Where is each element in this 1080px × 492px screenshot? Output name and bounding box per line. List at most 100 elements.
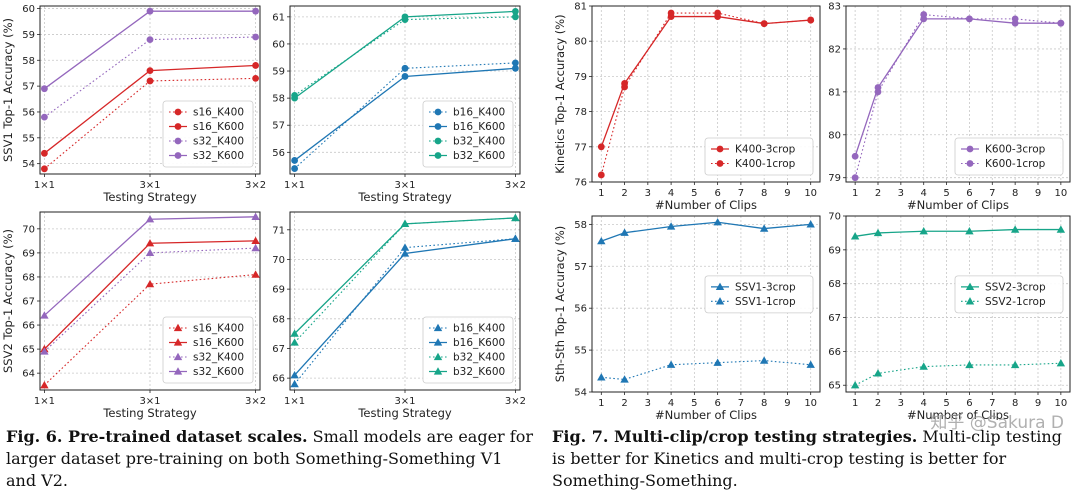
y-tick-label: 78	[574, 107, 587, 118]
y-tick-label: 66	[828, 347, 841, 358]
data-point-b32_K600	[400, 219, 410, 228]
legend-marker	[715, 282, 725, 290]
legend-label-SSV2-3crop: SSV2-3crop	[985, 281, 1046, 293]
data-point-SSV2-1crop	[1056, 359, 1066, 367]
legend-marker	[716, 160, 724, 167]
data-point-s16_K400	[251, 270, 260, 278]
legend-label-b32_K400: b32_K400	[453, 352, 505, 364]
x-axis-label: Testing Strategy	[102, 190, 197, 204]
y-tick-label: 67	[272, 344, 285, 355]
y-tick-label: 65	[828, 381, 841, 392]
legend-marker	[965, 297, 975, 305]
figure-7-caption: Fig. 7. Multi-clip/crop testing strategi…	[552, 426, 1080, 492]
legend: SSV1-3crop SSV1-1crop	[704, 275, 814, 314]
data-point-SSV1-3crop	[759, 224, 769, 232]
x-tick-label: 5	[943, 188, 949, 199]
legend-marker	[434, 137, 442, 145]
data-point-K400-1crop	[667, 9, 675, 17]
x-tick-label: 7	[738, 188, 744, 199]
legend-marker	[174, 108, 182, 116]
data-point-s16_K400	[145, 279, 155, 288]
y-tick-label: 64	[22, 369, 35, 380]
x-tick-label: 1	[598, 188, 604, 199]
data-point-b16_K600	[400, 249, 410, 257]
y-tick-label: 68	[22, 272, 35, 283]
x-tick-label: 8	[761, 398, 767, 409]
legend: K400-3crop K400-1crop	[704, 137, 814, 176]
legend-marker	[433, 367, 443, 375]
legend-marker	[433, 338, 443, 346]
series-line-K600-3crop	[854, 18, 1061, 157]
legend-label-K400-3crop: K400-3crop	[735, 144, 796, 156]
y-tick-label: 60	[272, 39, 285, 50]
legend-label-K600-1crop: K600-1crop	[985, 158, 1046, 170]
legend-label-K400-1crop: K400-1crop	[735, 158, 796, 170]
figure-6-caption: Fig. 6. Pre-trained dataset scales. Smal…	[6, 426, 534, 492]
legend-box	[162, 100, 254, 168]
data-point-SSV1-1crop	[620, 375, 629, 383]
legend-box	[954, 137, 1064, 176]
series-line-SSV2-3crop	[855, 228, 1061, 237]
y-tick-label: 54	[574, 388, 587, 399]
legend-label-s16_K400: s16_K400	[193, 323, 244, 335]
x-tick-label: 7	[989, 398, 995, 409]
y-tick-label: 66	[22, 321, 35, 332]
data-point-s16_K600	[252, 62, 259, 69]
y-tick-label: 80	[828, 130, 841, 141]
legend-box	[954, 275, 1064, 314]
y-axis-label: Kinetics Top-1 Accuracy (%)	[553, 14, 567, 173]
x-tick-label: 3×2	[245, 396, 266, 407]
data-point-K400-1crop	[807, 16, 815, 24]
x-tick-label: 3×2	[505, 180, 526, 191]
legend: b16_K400 b16_K600 b32_K400 b32_K600	[422, 316, 514, 384]
data-point-SSV2-3crop	[873, 228, 883, 237]
data-point-K600-1crop	[1011, 15, 1019, 23]
data-point-SSV1-1crop	[806, 360, 815, 368]
x-tick-label: 6	[714, 188, 720, 199]
x-tick-label: 7	[738, 398, 744, 409]
data-point-s16_K400	[252, 74, 259, 82]
x-tick-label: 1	[598, 398, 604, 409]
legend-label-K600-3crop: K600-3crop	[985, 144, 1046, 156]
x-tick-label: 8	[1012, 188, 1018, 199]
x-tick-label: 2	[621, 398, 627, 409]
legend: s16_K400 s16_K600 s32_K400 s32_K600	[162, 316, 254, 384]
y-tick-label: 54	[22, 159, 35, 170]
chart-c1: 54 55 56 57 58 59 60 1×1 3×1 3×2 Testing Strategy S…	[1, 4, 266, 204]
data-point-s32_K600	[252, 7, 259, 15]
data-point-b32_K600	[291, 94, 298, 102]
data-point-K400-3crop	[597, 143, 605, 151]
y-tick-label: 68	[828, 279, 841, 290]
x-tick-label: 1×1	[34, 180, 55, 191]
y-tick-label: 69	[272, 285, 285, 296]
legend-label-b16_K600: b16_K600	[453, 337, 505, 349]
data-point-K600-1crop	[966, 15, 973, 23]
legend-label-s32_K600: s32_K600	[193, 150, 244, 162]
y-tick-label: 55	[22, 133, 35, 144]
data-point-s32_K400	[252, 33, 259, 41]
x-tick-label: 1×1	[284, 396, 305, 407]
y-tick-label: 56	[574, 304, 587, 315]
data-point-b32_K600	[512, 8, 519, 15]
x-tick-label: 1	[852, 188, 858, 199]
y-tick-label: 56	[22, 107, 35, 118]
legend-marker	[173, 338, 183, 346]
data-point-s16_K600	[41, 149, 48, 157]
y-tick-label: 59	[272, 67, 285, 78]
legend-box	[704, 275, 814, 314]
legend-box	[422, 316, 514, 384]
chart-c3: 64 65 66 67 68 69 70 1×1 3×1 3×2 Testing Strategy S…	[1, 211, 266, 420]
series-line-s16_K400	[44, 273, 256, 386]
data-point-SSV1-1crop	[759, 356, 769, 364]
legend: K600-3crop K600-1crop	[954, 137, 1064, 176]
x-tick-label: 3×1	[139, 396, 160, 407]
y-tick-label: 79	[574, 72, 587, 83]
plot-frame	[289, 211, 521, 391]
data-point-SSV2-1crop	[1010, 360, 1020, 369]
data-point-SSV2-3crop	[1010, 225, 1020, 233]
data-point-s32_K400	[40, 347, 49, 355]
data-point-K600-1crop	[920, 11, 928, 18]
x-tick-label: 1×1	[284, 180, 305, 191]
data-point-K600-1crop	[1057, 19, 1065, 27]
